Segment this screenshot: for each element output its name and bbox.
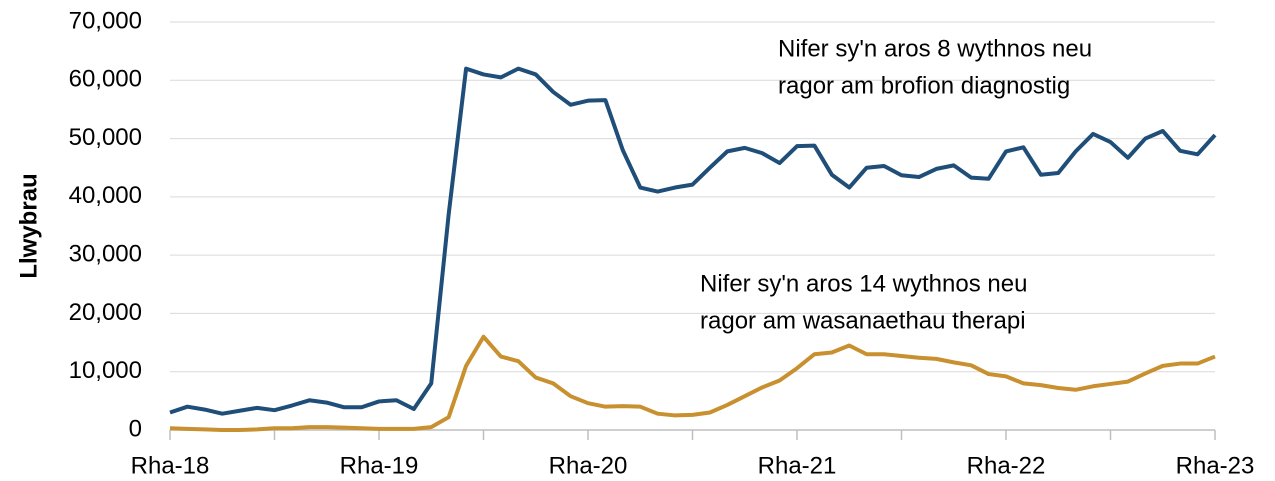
series-line [169,334,1216,432]
y-tick-label: 40,000 [69,182,142,209]
x-tick-label: Rha-20 [549,452,628,479]
series-label: Nifer sy'n aros 8 wythnos neu [778,35,1092,62]
y-tick-label: 70,000 [69,7,142,34]
y-tick-label: 60,000 [69,66,142,93]
series-label: ragor am brofion diagnostig [778,72,1070,99]
x-tick-label: Rha-23 [1176,452,1255,479]
x-tick-label: Rha-18 [131,452,210,479]
x-tick-label: Rha-19 [340,452,419,479]
x-tick-label: Rha-22 [967,452,1046,479]
series-label: ragor am wasanaethau therapi [700,307,1026,334]
y-tick-label: 20,000 [69,299,142,326]
y-axis-label: Llwybrau [15,173,42,278]
y-tick-label: 0 [129,415,142,442]
y-tick-label: 10,000 [69,357,142,384]
x-tick-label: Rha-21 [758,452,837,479]
y-tick-label: 30,000 [69,240,142,267]
y-tick-label: 50,000 [69,124,142,151]
series-line [169,66,1217,416]
series-label: Nifer sy'n aros 14 wythnos neu [700,270,1027,297]
